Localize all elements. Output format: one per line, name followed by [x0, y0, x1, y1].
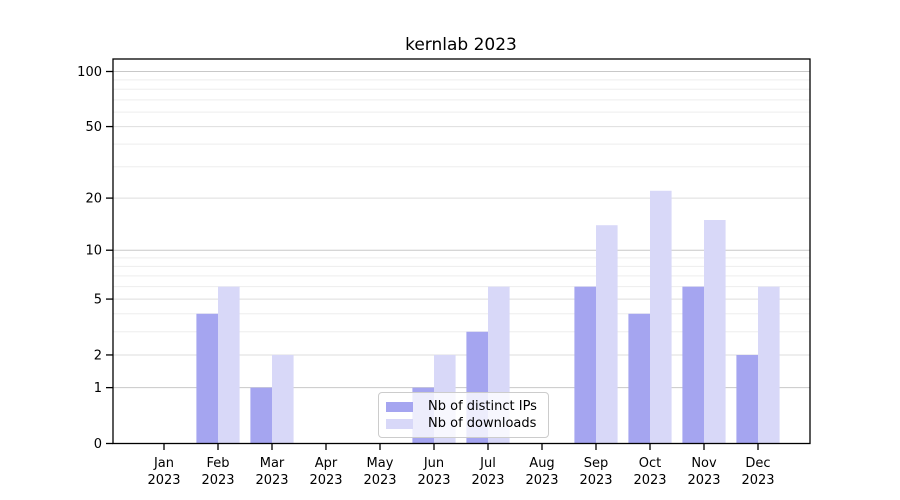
x-tick-label-month: Mar: [260, 456, 285, 471]
y-tick-label: 1: [94, 381, 102, 396]
x-tick-label-year: 2023: [201, 473, 234, 488]
legend-label-distinct-ips: Nb of distinct IPs: [428, 399, 537, 414]
bar-oct-distinct-ips: [628, 313, 650, 444]
legend-label-downloads: Nb of downloads: [428, 416, 537, 431]
x-tick-label-year: 2023: [687, 473, 720, 488]
chart-title: kernlab 2023: [405, 35, 517, 55]
x-tick-label-month: Jan: [153, 456, 174, 471]
x-tick-label-year: 2023: [363, 473, 396, 488]
bar-dec-distinct-ips: [736, 354, 758, 444]
x-tick-label-year: 2023: [633, 473, 666, 488]
x-tick-label-month: Feb: [206, 456, 229, 471]
x-axis: Jan 2023 Feb 2023 Mar 2023 Apr 2023 May 2023 Jun 20…: [147, 443, 775, 488]
x-tick-label-month: Dec: [745, 456, 770, 471]
bar-dec-downloads: [758, 286, 780, 444]
x-tick-label-year: 2023: [471, 473, 504, 488]
y-tick-label: 5: [94, 293, 102, 308]
bar-sep-distinct-ips: [574, 286, 596, 444]
bar-nov-distinct-ips: [682, 286, 704, 444]
bar-feb-distinct-ips: [196, 313, 218, 444]
y-tick-label: 2: [94, 348, 102, 363]
legend-row-downloads: Nb of downloads: [386, 417, 541, 430]
x-tick-label-month: Jul: [479, 456, 496, 471]
x-tick-label-month: Nov: [691, 456, 717, 471]
y-tick-label: 10: [85, 244, 102, 259]
y-axis: 0 1 2 5 10 20 50 100: [77, 65, 113, 452]
bar-mar-distinct-ips: [250, 387, 272, 444]
bar-mar-downloads: [272, 354, 294, 444]
chart-legend: Nb of distinct IPs Nb of downloads: [378, 392, 549, 438]
y-tick-label: 50: [85, 120, 102, 135]
x-tick-label-year: 2023: [255, 473, 288, 488]
x-tick-label-month: Jun: [423, 456, 444, 471]
bar-feb-downloads: [218, 286, 240, 444]
x-tick-label-year: 2023: [417, 473, 450, 488]
x-tick-label-month: May: [367, 456, 394, 471]
x-tick-label-month: Oct: [639, 456, 661, 471]
bar-nov-downloads: [704, 220, 726, 444]
x-tick-label-year: 2023: [579, 473, 612, 488]
x-tick-label-year: 2023: [525, 473, 558, 488]
legend-row-distinct-ips: Nb of distinct IPs: [386, 400, 541, 413]
x-tick-label-month: Apr: [315, 456, 338, 471]
x-tick-label-year: 2023: [741, 473, 774, 488]
y-tick-label: 20: [85, 192, 102, 207]
x-tick-label-month: Aug: [529, 456, 554, 471]
x-tick-label-year: 2023: [147, 473, 180, 488]
y-tick-label: 0: [94, 437, 102, 452]
bar-oct-downloads: [650, 190, 672, 444]
distinct-ips-swatch-icon: [386, 401, 413, 412]
x-tick-label-month: Sep: [584, 456, 609, 471]
x-tick-label-year: 2023: [309, 473, 342, 488]
y-tick-label: 100: [77, 65, 102, 80]
bar-sep-downloads: [596, 225, 618, 444]
downloads-swatch-icon: [386, 418, 413, 429]
plot-frame: [112, 58, 811, 445]
